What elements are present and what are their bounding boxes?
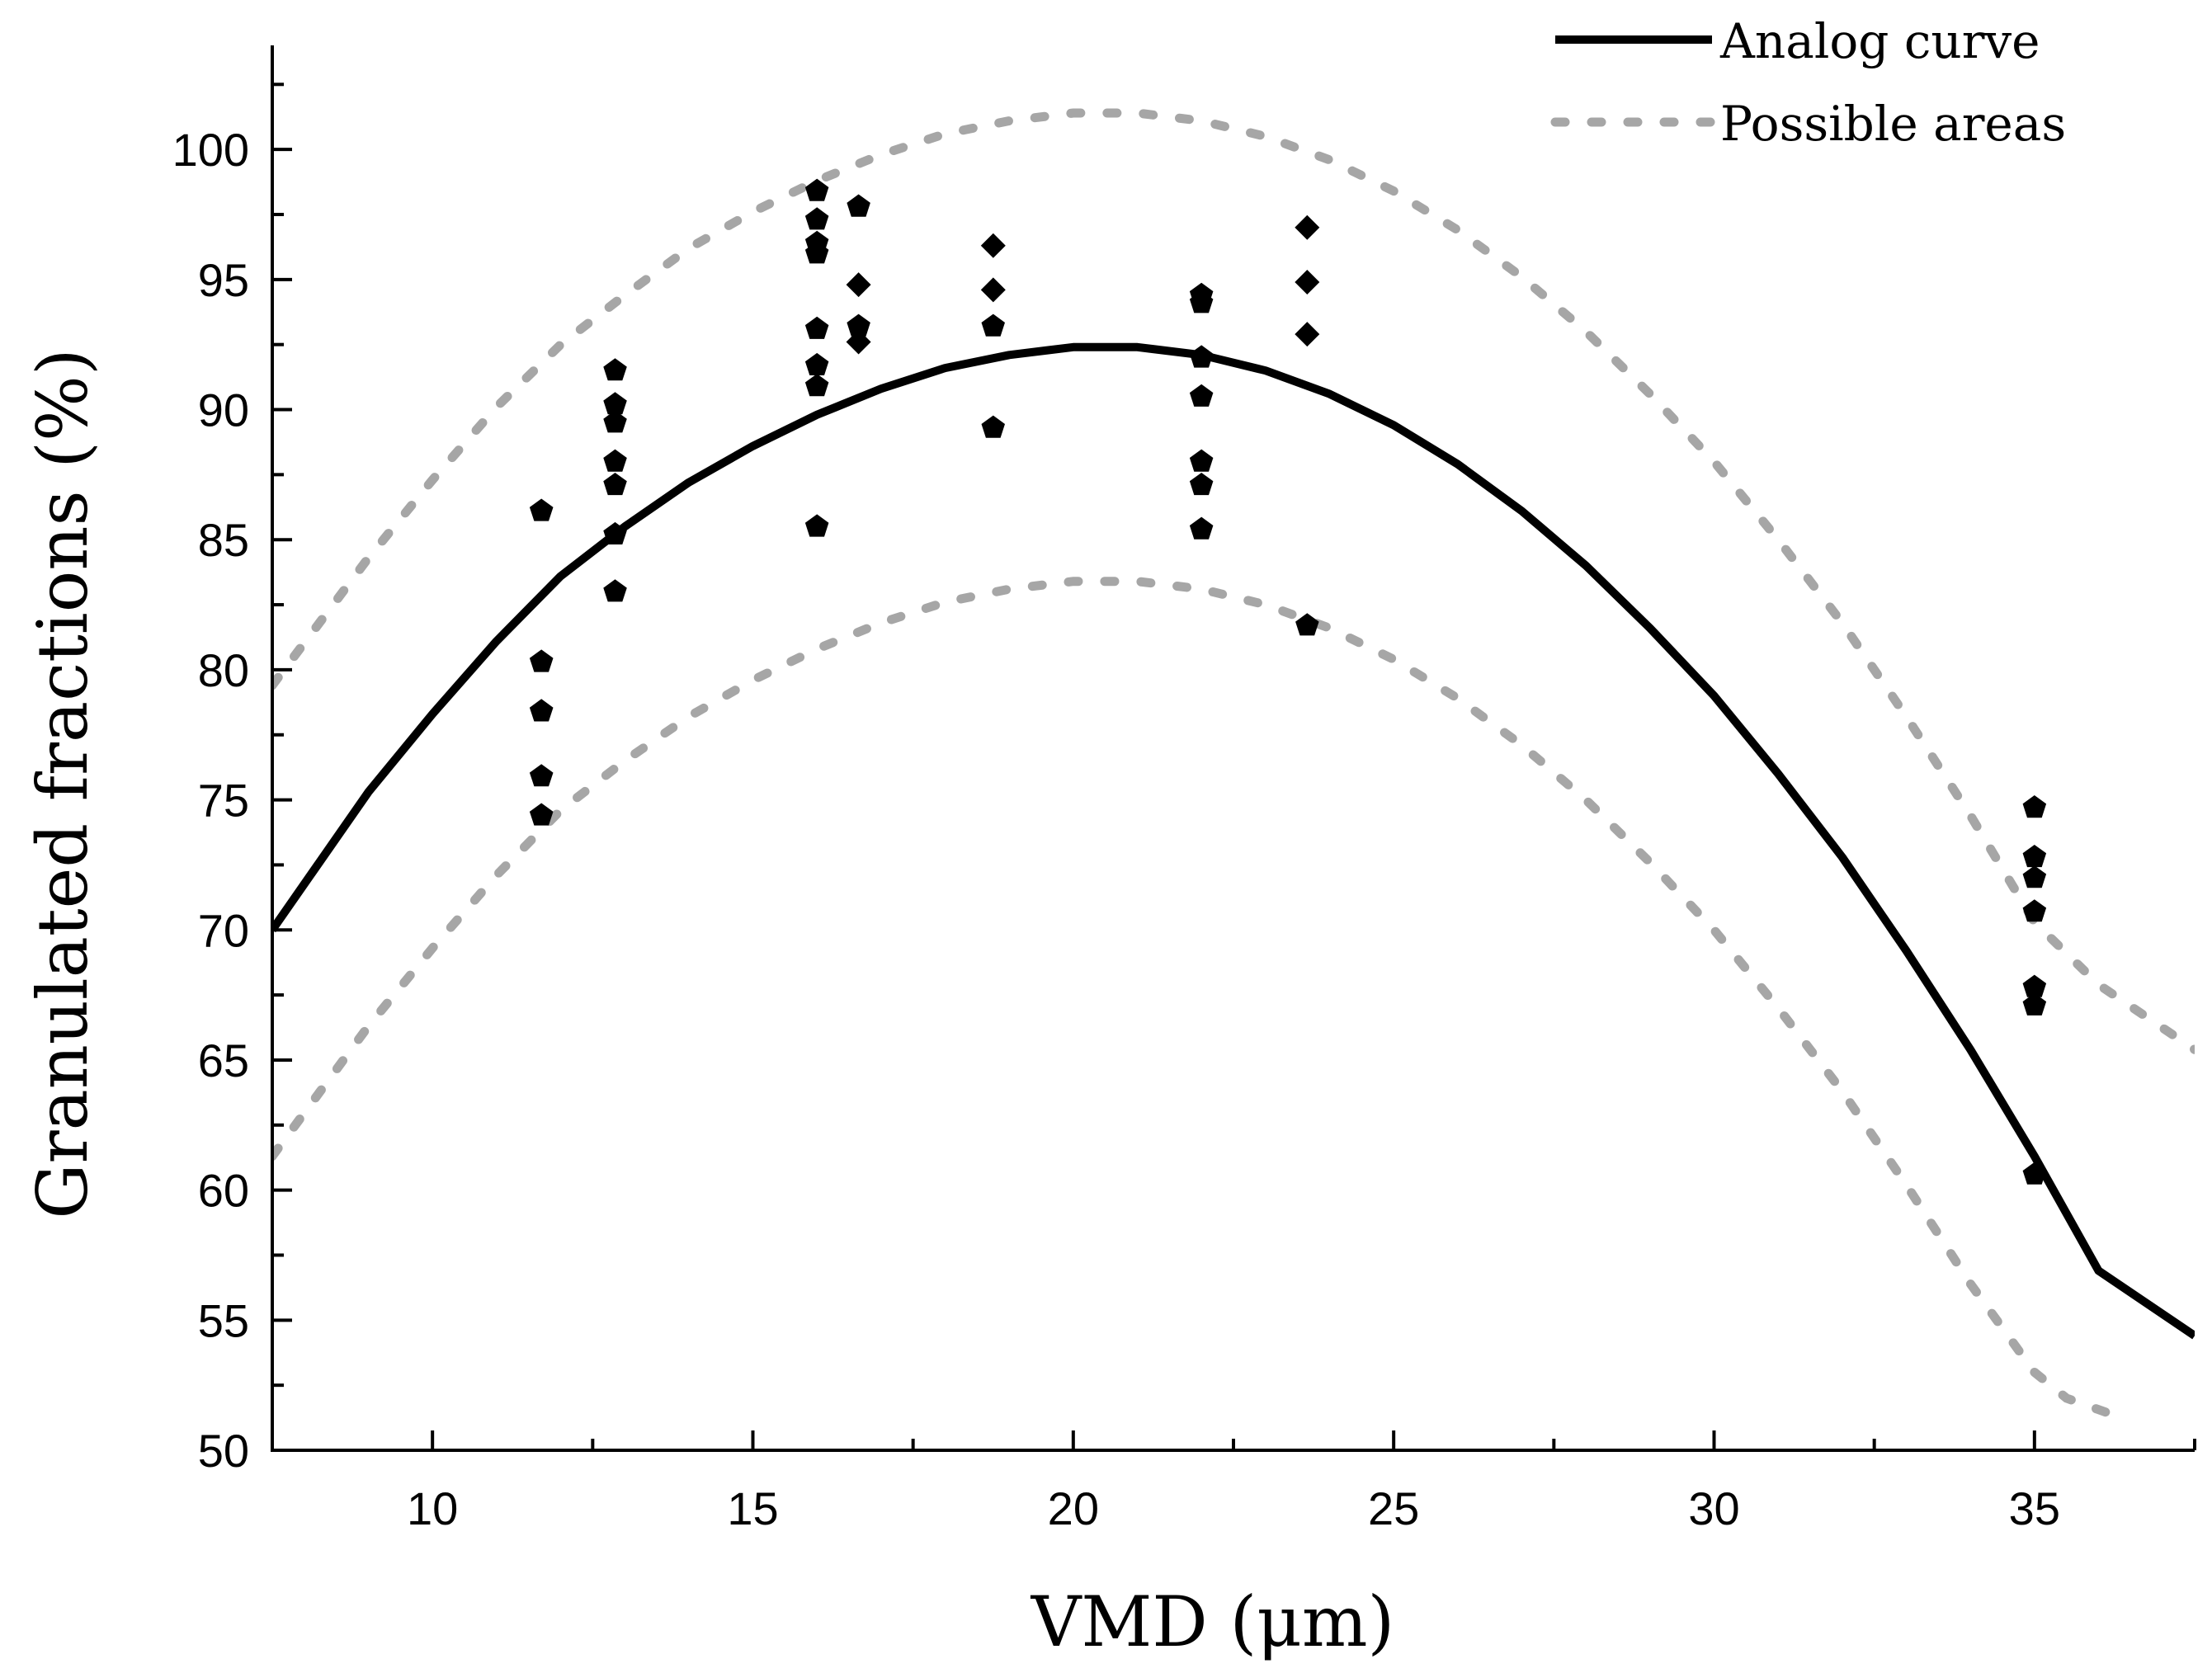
diamond-point-6	[1295, 322, 1320, 347]
y-ticks: 50 55 60 65 70 75 80 85 90 95 100	[172, 82, 292, 1477]
pentagon-point-7	[603, 410, 627, 433]
pentagon-point-15	[804, 241, 829, 264]
y-tick-label: 65	[198, 1034, 249, 1086]
curves-layer	[272, 108, 2195, 1421]
pentagon-point-17	[804, 352, 829, 375]
diamond-point-0	[846, 272, 871, 298]
pentagon-point-22	[981, 313, 1005, 337]
pentagon-point-38	[2022, 1162, 2047, 1185]
pentagon-point-33	[2022, 845, 2047, 868]
diamond-point-3	[980, 277, 1006, 303]
curve-possible-areas-lower	[272, 577, 2123, 1421]
pentagon-point-1	[529, 649, 554, 672]
pentagon-point-11	[603, 579, 627, 602]
x-tick-label: 30	[1688, 1482, 1739, 1534]
pentagon-point-25	[1189, 290, 1214, 313]
pentagon-point-2	[529, 699, 554, 722]
x-tick-label: 35	[2009, 1482, 2060, 1534]
x-tick-label: 10	[407, 1482, 458, 1534]
pentagon-point-26	[1189, 345, 1214, 368]
diamond-point-1	[846, 329, 871, 355]
x-ticks: 10 15 20 25 30 35	[271, 1430, 2196, 1534]
pentagon-point-30	[1189, 516, 1214, 540]
y-tick-label: 95	[198, 254, 249, 306]
x-tick-label: 20	[1048, 1482, 1099, 1534]
pentagon-point-3	[529, 764, 554, 787]
y-tick-label: 60	[198, 1165, 249, 1217]
pentagon-point-6	[603, 392, 627, 415]
pentagon-point-4	[529, 803, 554, 826]
pentagon-point-31	[1295, 613, 1319, 636]
legend-label-analog-curve: Analog curve	[1719, 13, 2040, 69]
pentagon-point-29	[1189, 473, 1214, 496]
y-tick-label: 80	[198, 644, 249, 696]
y-tick-label: 70	[198, 904, 249, 956]
legend: Analog curve Possible areas	[1550, 13, 2066, 152]
y-tick-label: 75	[198, 775, 249, 827]
y-axis-title: Granulated fractions (%)	[22, 348, 103, 1218]
pentagon-point-0	[529, 498, 554, 521]
pentagon-point-27	[1189, 384, 1214, 407]
legend-label-possible-areas: Possible areas	[1720, 96, 2066, 152]
pentagon-point-28	[1189, 449, 1214, 472]
pentagon-point-37	[2022, 992, 2047, 1016]
curve-analog-curve	[272, 342, 2195, 1340]
pentagon-point-12	[804, 178, 829, 201]
pentagon-point-20	[847, 194, 870, 217]
markers-layer	[529, 178, 2047, 1185]
y-tick-label: 85	[198, 514, 249, 566]
pentagon-point-32	[2022, 795, 2047, 818]
pentagon-point-36	[2022, 974, 2047, 997]
diamond-point-5	[1295, 270, 1320, 295]
y-tick-label: 90	[198, 384, 249, 436]
x-axis-title: VMD (μm)	[1031, 1581, 1395, 1662]
pentagon-point-35	[2022, 899, 2047, 922]
x-tick-label: 15	[727, 1482, 778, 1534]
pentagon-point-21	[847, 313, 870, 337]
y-tick-label: 100	[172, 124, 249, 176]
pentagon-point-9	[603, 473, 627, 496]
pentagon-point-5	[603, 358, 627, 381]
y-tick-label: 55	[198, 1294, 249, 1346]
x-tick-label: 25	[1368, 1482, 1419, 1534]
pentagon-point-23	[981, 415, 1005, 438]
axes-layer	[271, 45, 2195, 1452]
pentagon-point-18	[804, 374, 829, 397]
pentagon-point-10	[603, 521, 627, 544]
diamond-point-2	[980, 233, 1006, 258]
pentagon-point-8	[603, 449, 627, 472]
diamond-point-4	[1295, 214, 1320, 240]
y-tick-label: 50	[198, 1425, 249, 1477]
pentagon-point-34	[2022, 865, 2047, 888]
pentagon-point-16	[804, 316, 829, 339]
pentagon-point-13	[804, 207, 829, 230]
curve-possible-areas-upper	[272, 108, 2195, 1054]
pentagon-point-19	[804, 514, 829, 537]
